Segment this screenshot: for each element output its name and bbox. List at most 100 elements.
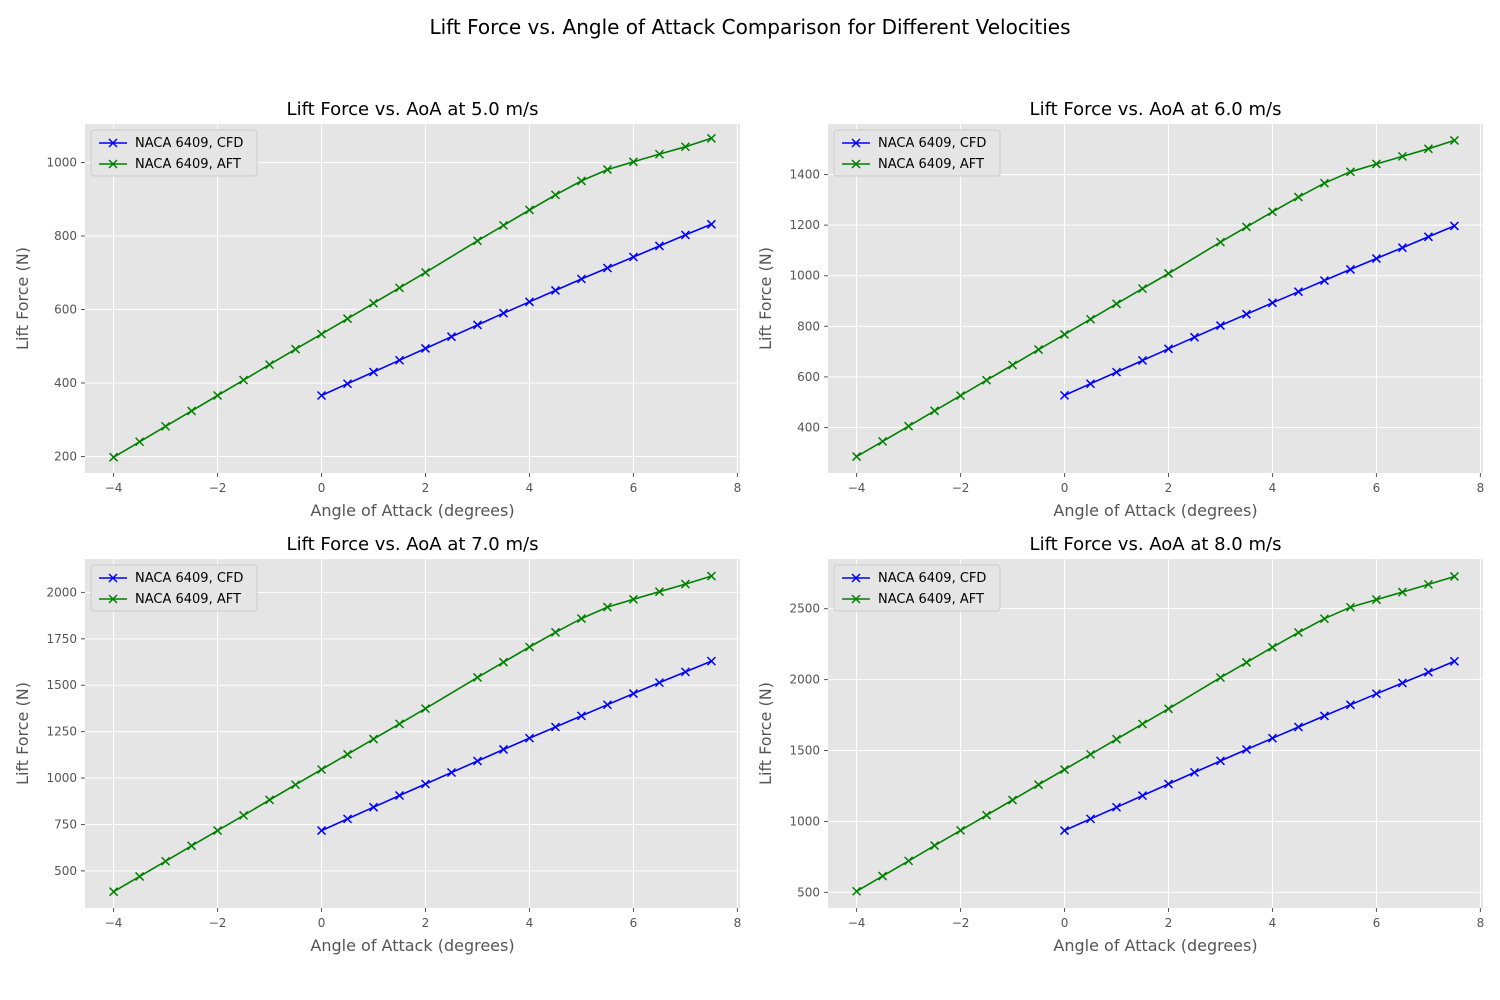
data-point-marker — [1397, 587, 1407, 597]
data-point-marker — [1008, 795, 1018, 805]
data-point-marker — [1423, 667, 1433, 677]
data-point-marker — [680, 667, 690, 677]
x-axis-label: Angle of Attack (degrees) — [310, 936, 514, 955]
data-point-marker — [342, 379, 353, 389]
data-point-marker — [1319, 614, 1329, 624]
plot-area — [85, 124, 740, 473]
data-point-marker — [1215, 237, 1226, 247]
data-point-marker — [1163, 704, 1174, 714]
x-tick-label: 4 — [1269, 481, 1277, 495]
x-tick-label: −4 — [105, 916, 123, 930]
y-axis-label: Lift Force (N) — [756, 682, 775, 785]
data-point-marker — [1449, 221, 1459, 231]
data-point-marker — [628, 252, 638, 262]
data-point-marker — [472, 672, 483, 682]
x-tick-label: −2 — [209, 916, 227, 930]
series-cfd — [316, 656, 716, 836]
legend-label: NACA 6409, CFD — [135, 136, 243, 151]
data-point-marker — [550, 190, 560, 200]
plot-area — [828, 559, 1483, 908]
data-point-marker — [498, 657, 509, 667]
x-tick-label: 4 — [526, 916, 534, 930]
data-point-marker — [239, 375, 249, 385]
y-tick-label: 800 — [797, 319, 820, 333]
data-point-marker — [1111, 802, 1122, 812]
data-point-marker — [1163, 268, 1174, 278]
plot-area — [85, 559, 740, 908]
x-tick-label: 8 — [734, 481, 742, 495]
y-tick-label: 1250 — [46, 725, 77, 739]
data-point-marker — [1345, 167, 1355, 177]
y-tick-label: 800 — [54, 229, 77, 243]
data-point-marker — [1034, 780, 1044, 790]
data-point-marker — [472, 236, 483, 246]
y-tick-label: 1000 — [46, 156, 77, 170]
legend-label: NACA 6409, CFD — [878, 571, 986, 586]
data-point-marker — [420, 779, 431, 789]
data-point-marker — [291, 780, 301, 790]
legend: NACA 6409, CFD NACA 6409, AFT — [833, 564, 1001, 612]
y-tick-label: 2000 — [789, 673, 820, 687]
data-point-marker — [368, 734, 379, 744]
data-point-marker — [1241, 309, 1252, 319]
series-cfd — [1059, 656, 1459, 836]
subplot-1: −4 −2 0 2 4 6 8 200 400 600 800 1000 Lift Force vs. … — [13, 99, 741, 520]
x-tick-label: 0 — [318, 916, 326, 930]
data-point-marker — [628, 157, 638, 167]
legend: NACA 6409, CFD NACA 6409, AFT — [90, 564, 258, 612]
data-point-marker — [420, 267, 431, 277]
legend-box — [90, 564, 258, 612]
x-tick-label: 6 — [630, 916, 638, 930]
data-point-marker — [602, 263, 612, 273]
data-point-marker — [956, 391, 966, 401]
legend-label: NACA 6409, CFD — [878, 136, 986, 151]
data-point-marker — [1111, 299, 1122, 309]
data-point-marker — [1397, 243, 1407, 253]
data-point-marker — [446, 332, 457, 342]
data-point-marker — [342, 314, 353, 324]
data-point-marker — [498, 220, 509, 230]
data-point-marker — [550, 627, 560, 637]
subplot-title: Lift Force vs. AoA at 7.0 m/s — [287, 534, 539, 555]
data-point-marker — [394, 355, 405, 365]
x-tick-label: −2 — [209, 481, 227, 495]
data-point-marker — [1371, 689, 1381, 699]
data-point-marker — [1241, 657, 1252, 667]
data-point-marker — [628, 594, 638, 604]
series-aft — [109, 571, 716, 897]
data-point-marker — [1267, 207, 1277, 217]
data-point-marker — [576, 614, 586, 624]
data-point-marker — [109, 887, 119, 897]
data-point-marker — [1345, 602, 1355, 612]
data-point-marker — [1345, 700, 1355, 710]
data-point-marker — [1137, 719, 1148, 729]
data-point-marker — [368, 802, 379, 812]
x-tick-label: 8 — [734, 916, 742, 930]
series-line — [1064, 225, 1455, 397]
data-point-marker — [706, 133, 716, 143]
data-point-marker — [1293, 287, 1303, 297]
series-line — [321, 223, 712, 397]
y-axis-label: Lift Force (N) — [13, 247, 32, 350]
legend-swatch-marker — [851, 573, 861, 583]
data-point-marker — [602, 602, 612, 612]
y-tick-label: 500 — [797, 885, 820, 899]
x-tick-label: −2 — [952, 916, 970, 930]
data-point-marker — [213, 390, 223, 401]
legend-swatch-marker — [108, 573, 118, 583]
data-point-marker — [368, 367, 379, 377]
data-point-marker — [446, 767, 457, 778]
data-point-marker — [1085, 814, 1096, 824]
legend-label: NACA 6409, AFT — [135, 592, 241, 607]
data-point-marker — [1085, 749, 1096, 759]
data-point-marker — [852, 452, 862, 462]
data-point-marker — [1423, 579, 1433, 589]
data-point-marker — [213, 826, 223, 836]
data-point-marker — [1163, 779, 1174, 789]
data-point-marker — [852, 886, 862, 896]
data-point-marker — [1241, 745, 1252, 755]
data-point-marker — [878, 871, 888, 881]
data-point-marker — [1137, 791, 1148, 801]
